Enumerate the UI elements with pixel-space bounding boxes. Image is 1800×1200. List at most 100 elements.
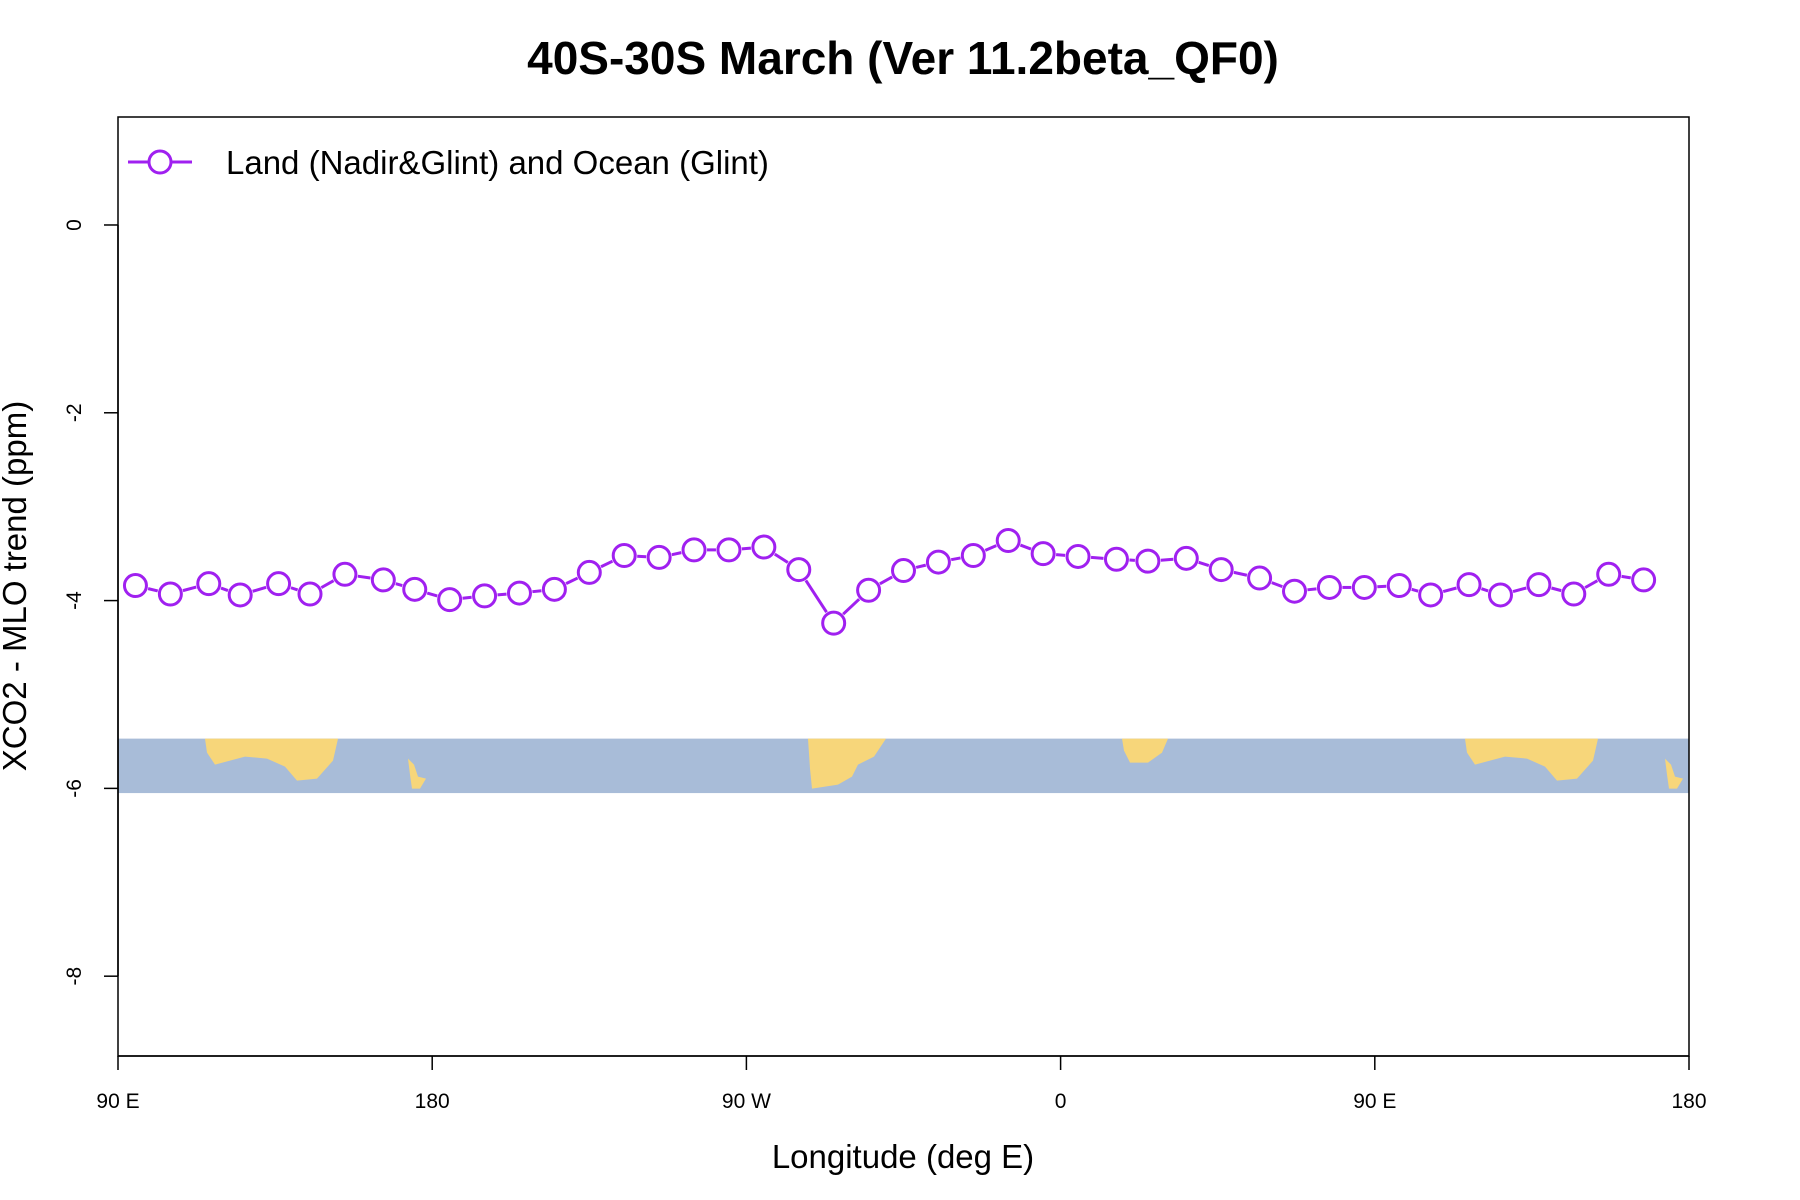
series-segment (395, 582, 403, 588)
data-point (541, 576, 567, 602)
legend-marker (147, 149, 173, 175)
data-point (995, 527, 1021, 553)
data-point (925, 549, 951, 575)
series-layer (122, 527, 1657, 636)
x-tick-label: 180 (415, 1090, 450, 1113)
series-segment (1090, 555, 1104, 560)
y-tick-label: -4 (63, 591, 86, 610)
data-point (196, 571, 222, 597)
land-australia (1465, 738, 1598, 781)
x-axis-label: Longitude (deg E) (772, 1138, 1034, 1175)
data-point (1386, 573, 1412, 599)
series-segment (1233, 570, 1248, 577)
x-tick-label: 90 E (96, 1090, 139, 1113)
series-segment (600, 559, 614, 569)
series-segment (1271, 581, 1283, 589)
series-segment (671, 551, 682, 557)
data-point (786, 557, 812, 583)
series-segment (320, 579, 335, 589)
series-segment (357, 574, 371, 580)
data-point (856, 577, 882, 603)
series-segment (1055, 553, 1066, 557)
series-segment (252, 585, 267, 593)
data-point (157, 581, 183, 607)
data-point (297, 581, 323, 607)
data-point (611, 543, 637, 569)
y-tick-label: -8 (63, 967, 86, 986)
series-segment (565, 576, 579, 586)
series-segment (950, 556, 961, 562)
data-point (1487, 582, 1513, 608)
y-tick-label: -2 (63, 403, 86, 422)
y-axis: 0 -2 -4 -6 -8 (63, 219, 119, 986)
data-point (576, 559, 602, 585)
data-point (646, 544, 672, 570)
data-point (1103, 546, 1129, 572)
series-segment (290, 586, 299, 592)
y-tick-label: -6 (63, 779, 86, 798)
data-point (1596, 561, 1622, 587)
series-segment (426, 591, 438, 598)
y-axis-label: XCO2 - MLO trend (ppm) (0, 401, 33, 771)
land-australia (205, 738, 338, 781)
series-segment (462, 595, 472, 600)
series-segment (1442, 586, 1457, 594)
series-segment (220, 586, 229, 592)
data-point (1173, 545, 1199, 571)
legend-label: Land (Nadir&Glint) and Ocean (Glint) (226, 144, 769, 181)
data-point (1065, 543, 1091, 569)
series-segment (1480, 587, 1489, 593)
chart-title: 40S-30S March (Ver 11.2beta_QF0) (527, 32, 1279, 84)
y-tick-label: 0 (63, 219, 86, 231)
data-point (370, 567, 396, 593)
x-tick-label: 180 (1671, 1090, 1706, 1113)
series-segment (1512, 586, 1527, 594)
data-point (122, 573, 148, 599)
map-band (118, 738, 1689, 794)
data-point (437, 587, 463, 613)
land-new-zealand (1665, 758, 1683, 789)
land-south-america (808, 738, 886, 789)
data-point (821, 610, 847, 636)
plot-frame (117, 116, 1690, 1057)
series-segment (1551, 586, 1562, 593)
x-axis: 90 E 180 90 W 0 90 E 180 (96, 1055, 1707, 1113)
data-point (332, 561, 358, 587)
data-point (1316, 574, 1342, 600)
legend: Land (Nadir&Glint) and Ocean (Glint) (128, 144, 769, 181)
series-segment (182, 585, 197, 593)
series-segment (915, 563, 927, 569)
data-point (751, 534, 777, 560)
data-point (1631, 567, 1657, 593)
series-segment (879, 575, 893, 586)
series-segment (1584, 579, 1599, 589)
series-segment (1307, 587, 1317, 592)
land-africa (1122, 738, 1168, 763)
data-point (891, 558, 916, 584)
series-segment (984, 544, 997, 552)
ocean-band (118, 738, 1689, 794)
data-point (1456, 572, 1482, 598)
data-point (960, 543, 986, 569)
series-segment (804, 579, 828, 614)
land-new-zealand (408, 758, 426, 789)
data-point (1418, 582, 1444, 608)
data-point (1030, 541, 1056, 567)
series-segment (497, 592, 507, 597)
data-point (1208, 557, 1234, 583)
series-segment (532, 589, 542, 594)
series-segment (773, 552, 789, 564)
data-point (227, 582, 253, 608)
data-point (716, 537, 742, 563)
series-segment (1198, 560, 1210, 568)
data-point (1526, 572, 1552, 598)
series-segment (1621, 574, 1632, 580)
series-segment (1160, 557, 1174, 562)
series-segment (741, 546, 752, 551)
x-tick-label: 90 E (1353, 1090, 1396, 1113)
data-point (402, 576, 428, 602)
x-tick-label: 0 (1055, 1090, 1067, 1113)
data-point (472, 583, 498, 609)
